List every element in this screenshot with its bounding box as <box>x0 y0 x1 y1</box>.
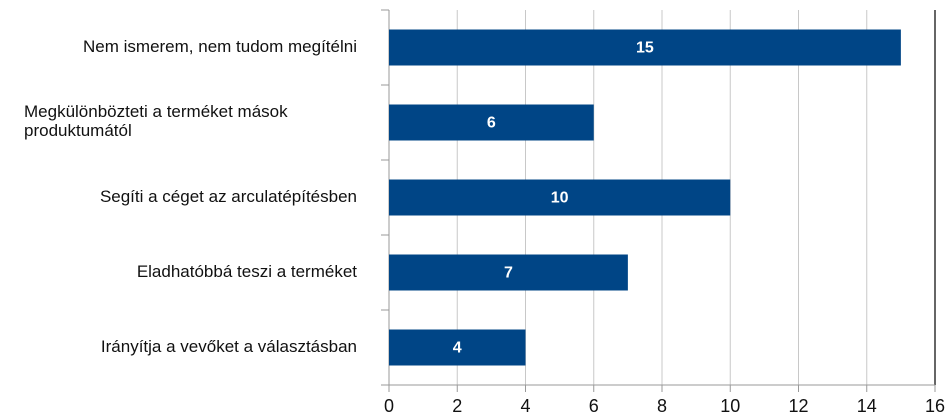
bar <box>389 29 901 66</box>
value-label: 15 <box>636 40 654 57</box>
x-tick-label: 16 <box>925 396 945 416</box>
x-tick-label: 4 <box>520 396 530 416</box>
value-label: 4 <box>453 340 462 357</box>
bar <box>389 104 594 141</box>
value-label: 7 <box>504 265 513 282</box>
x-tick-label: 0 <box>384 396 394 416</box>
y-tick-label: Megkülönbözteti a terméket mások produktu… <box>24 102 288 140</box>
y-tick-label: Irányítja a vevőket a választásban <box>101 337 357 356</box>
value-label: 10 <box>551 190 569 207</box>
x-tick-label: 6 <box>589 396 599 416</box>
bar <box>389 254 628 291</box>
x-tick-label: 2 <box>452 396 462 416</box>
value-label: 6 <box>487 115 496 132</box>
x-tick-label: 12 <box>788 396 808 416</box>
y-tick-label: Segíti a céget az arculatépítésben <box>100 187 357 206</box>
y-tick-label: Nem ismerem, nem tudom megítélni <box>83 37 357 56</box>
bar <box>389 329 526 366</box>
x-tick-label: 8 <box>657 396 667 416</box>
y-tick-label: Eladhatóbbá teszi a terméket <box>137 262 357 281</box>
x-tick-label: 10 <box>720 396 740 416</box>
x-tick-label: 14 <box>857 396 877 416</box>
bar <box>389 179 731 216</box>
